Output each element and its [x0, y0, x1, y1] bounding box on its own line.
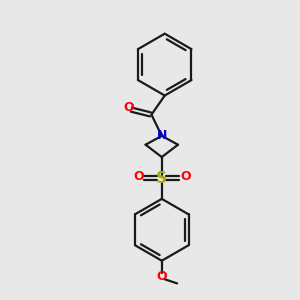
Text: O: O	[157, 270, 167, 284]
Text: S: S	[156, 171, 167, 186]
Text: O: O	[133, 170, 143, 183]
Text: O: O	[124, 101, 134, 114]
Text: O: O	[180, 170, 190, 183]
Text: N: N	[157, 129, 167, 142]
